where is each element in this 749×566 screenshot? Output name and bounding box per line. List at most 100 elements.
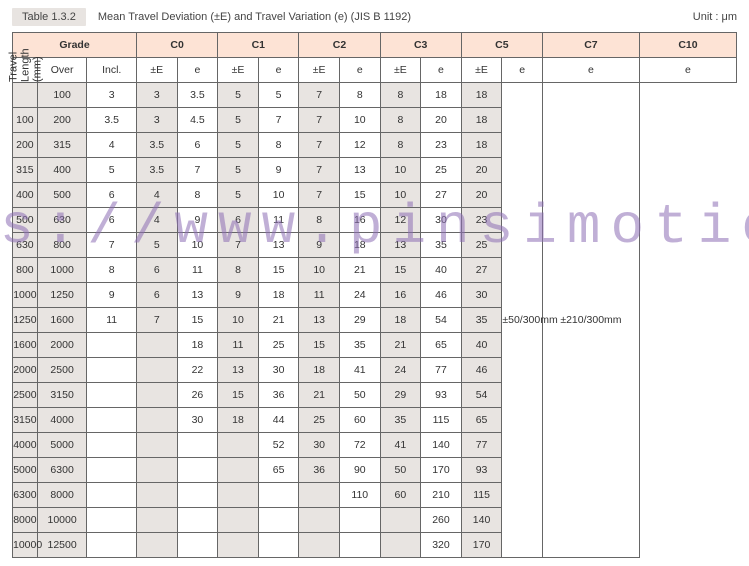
cell: 25: [258, 333, 299, 358]
cell: [177, 483, 218, 508]
cell: 18: [339, 233, 380, 258]
cell: [137, 483, 178, 508]
cell: 3: [137, 83, 178, 108]
cell: 13: [339, 158, 380, 183]
cell: 170: [461, 533, 502, 558]
header-c10: C10: [639, 33, 736, 58]
cell: 10000: [37, 508, 87, 533]
cell: 35: [380, 408, 421, 433]
cell: [87, 408, 137, 433]
header-c1: C1: [218, 33, 299, 58]
cell: 52: [258, 433, 299, 458]
cell: 3: [137, 108, 178, 133]
cell: 13: [380, 233, 421, 258]
header-pe: ±E: [137, 58, 178, 83]
cell: 11: [87, 308, 137, 333]
cell: 1000: [37, 258, 87, 283]
cell: 6: [137, 258, 178, 283]
cell: 93: [421, 383, 462, 408]
cell: 35: [339, 333, 380, 358]
cell: 315: [37, 133, 87, 158]
cell: 10: [380, 183, 421, 208]
cell: 35: [461, 308, 502, 333]
cell: 6300: [13, 483, 38, 508]
cell: 9: [258, 158, 299, 183]
cell: [339, 508, 380, 533]
cell: 10: [380, 158, 421, 183]
cell: 7: [299, 183, 340, 208]
cell: 21: [380, 333, 421, 358]
cell: 10: [177, 233, 218, 258]
header-e: e: [177, 58, 218, 83]
cell: [87, 433, 137, 458]
cell: 200: [13, 133, 38, 158]
cell: [137, 508, 178, 533]
cell: 115: [421, 408, 462, 433]
cell: 15: [339, 183, 380, 208]
cell: 1000: [13, 283, 38, 308]
cell: 24: [380, 358, 421, 383]
cell: 8: [87, 258, 137, 283]
cell: 3150: [13, 408, 38, 433]
cell: 320: [421, 533, 462, 558]
cell: 8: [218, 258, 259, 283]
cell: 15: [218, 383, 259, 408]
cell: 5: [218, 183, 259, 208]
cell: 10: [218, 308, 259, 333]
cell: 3.5: [87, 108, 137, 133]
cell: [137, 533, 178, 558]
cell: 10: [258, 183, 299, 208]
table-caption: Table 1.3.2 Mean Travel Deviation (±E) a…: [12, 8, 737, 26]
cell: 90: [339, 458, 380, 483]
cell: [258, 483, 299, 508]
cell: 36: [299, 458, 340, 483]
cell: [218, 458, 259, 483]
cell: 9: [87, 283, 137, 308]
cell: 8: [380, 83, 421, 108]
cell: [137, 358, 178, 383]
cell: 210: [421, 483, 462, 508]
header-e: e: [339, 58, 380, 83]
cell: 3150: [37, 383, 87, 408]
cell: 23: [421, 133, 462, 158]
cell: 13: [218, 358, 259, 383]
cell: [380, 533, 421, 558]
cell: 9: [299, 233, 340, 258]
cell: 12500: [37, 533, 87, 558]
cell: 65: [461, 408, 502, 433]
cell: 140: [461, 508, 502, 533]
table-row: 100333.5557881818±50/300mm±210/300mm: [13, 83, 737, 108]
header-pe: ±E: [461, 58, 502, 83]
cell: 3.5: [137, 133, 178, 158]
cell: 93: [461, 458, 502, 483]
cell: 16: [339, 208, 380, 233]
cell: [299, 508, 340, 533]
cell: [137, 408, 178, 433]
cell: 8: [299, 208, 340, 233]
cell: 72: [339, 433, 380, 458]
cell: 7: [299, 133, 340, 158]
cell: 20: [421, 108, 462, 133]
side-label: Travel Length (mm): [13, 58, 38, 83]
cell: 4: [137, 183, 178, 208]
cell: 18: [461, 108, 502, 133]
cell: 4: [87, 133, 137, 158]
cell: 27: [421, 183, 462, 208]
cell: 7: [299, 158, 340, 183]
cell: 11: [218, 333, 259, 358]
cell: 21: [299, 383, 340, 408]
cell: 2000: [37, 333, 87, 358]
cell: 6: [87, 183, 137, 208]
cell: 100: [37, 83, 87, 108]
header-e: e: [502, 58, 543, 83]
cell: [13, 83, 38, 108]
cell: 25: [421, 158, 462, 183]
cell: 18: [177, 333, 218, 358]
cell: [380, 508, 421, 533]
cell: [87, 483, 137, 508]
cell: 8: [380, 133, 421, 158]
cell: 6: [87, 208, 137, 233]
cell: 10000: [13, 533, 38, 558]
cell: [258, 508, 299, 533]
cell: 170: [421, 458, 462, 483]
